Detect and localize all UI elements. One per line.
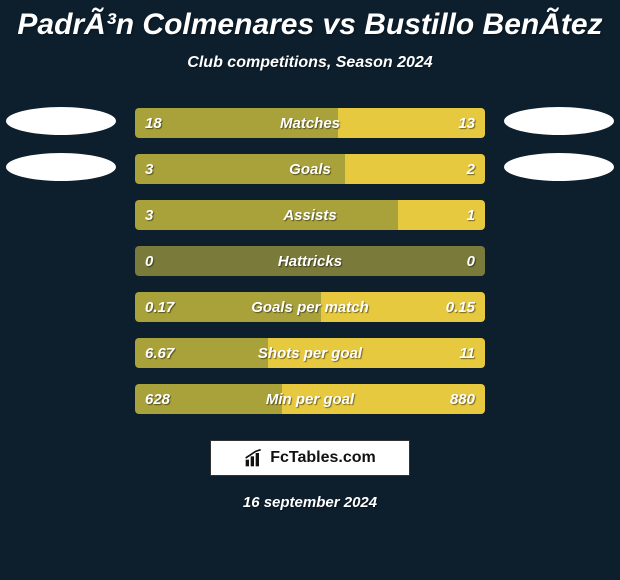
subtitle: Club competitions, Season 2024 bbox=[0, 54, 620, 72]
stat-row: 3Assists1 bbox=[0, 192, 620, 238]
bar-segment-right bbox=[398, 200, 486, 230]
date-label: 16 september 2024 bbox=[0, 494, 620, 511]
bar-segment-left bbox=[135, 200, 398, 230]
stats-rows: 18Matches13 3Goals2 3Assists1 0Hattricks0 0.… bbox=[0, 100, 620, 422]
team-badge-left bbox=[6, 107, 116, 135]
stat-bar: 3Goals2 bbox=[135, 154, 485, 184]
bar-segment-right bbox=[345, 154, 485, 184]
bar-segment-neutral bbox=[135, 246, 485, 276]
bar-segment-right bbox=[268, 338, 485, 368]
bar-segment-left bbox=[135, 292, 321, 322]
stat-bar: 628Min per goal880 bbox=[135, 384, 485, 414]
team-badge-right bbox=[504, 153, 614, 181]
stat-bar: 6.67Shots per goal11 bbox=[135, 338, 485, 368]
bar-segment-left bbox=[135, 154, 345, 184]
stat-row: 18Matches13 bbox=[0, 100, 620, 146]
stat-row: 628Min per goal880 bbox=[0, 376, 620, 422]
team-badge-right bbox=[504, 107, 614, 135]
page-title: PadrÃ³n Colmenares vs Bustillo BenÃ­tez bbox=[0, 8, 620, 42]
bar-segment-right bbox=[321, 292, 486, 322]
bar-segment-left bbox=[135, 108, 338, 138]
stat-row: 3Goals2 bbox=[0, 146, 620, 192]
stat-row: 6.67Shots per goal11 bbox=[0, 330, 620, 376]
comparison-card: PadrÃ³n Colmenares vs Bustillo BenÃ­tez … bbox=[0, 0, 620, 580]
stat-bar: 0.17Goals per match0.15 bbox=[135, 292, 485, 322]
bar-segment-right bbox=[282, 384, 485, 414]
stat-bar: 18Matches13 bbox=[135, 108, 485, 138]
stat-bar: 0Hattricks0 bbox=[135, 246, 485, 276]
bar-segment-left bbox=[135, 384, 282, 414]
stat-row: 0.17Goals per match0.15 bbox=[0, 284, 620, 330]
bar-segment-left bbox=[135, 338, 268, 368]
brand-box[interactable]: FcTables.com bbox=[210, 440, 410, 476]
stat-bar: 3Assists1 bbox=[135, 200, 485, 230]
stat-row: 0Hattricks0 bbox=[0, 238, 620, 284]
bar-segment-right bbox=[338, 108, 485, 138]
chart-icon bbox=[244, 448, 264, 468]
team-badge-left bbox=[6, 153, 116, 181]
brand-label: FcTables.com bbox=[270, 449, 376, 467]
